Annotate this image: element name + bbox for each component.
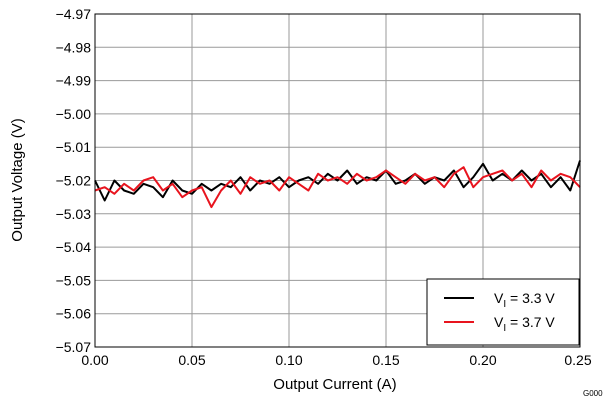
y-tick-labels: −4.97 −4.98 −4.99 −5.00 −5.01 −5.02 −5.03 −5.04… (56, 6, 92, 355)
y-tick-label: −4.98 (56, 39, 92, 55)
x-tick-label: 0.15 (372, 352, 399, 368)
y-tick-label: −5.01 (56, 139, 92, 155)
legend-label-series-1: VI = 3.3 V (494, 290, 555, 310)
y-tick-label: −4.99 (56, 73, 92, 89)
y-tick-label: −5.07 (56, 339, 92, 355)
series-line-2 (94, 166, 581, 209)
y-tick-label: −5.04 (56, 239, 92, 255)
y-tick-label: −4.97 (56, 6, 92, 22)
x-tick-label: 0.00 (81, 352, 108, 368)
x-tick-label: 0.10 (275, 352, 302, 368)
x-tick-label: 0.25 (564, 352, 591, 368)
x-tick-labels: 0.00 0.05 0.10 0.15 0.20 0.25 (81, 352, 591, 368)
x-axis-label: Output Current (A) (273, 376, 396, 393)
y-tick-label: −5.06 (56, 306, 92, 322)
figure-code: G000 (583, 389, 603, 398)
series-layer (94, 160, 581, 209)
series-line-1 (94, 160, 581, 202)
y-tick-label: −5.02 (56, 173, 92, 189)
x-tick-label: 0.05 (178, 352, 205, 368)
y-tick-label: −5.03 (56, 206, 92, 222)
plot-frame (94, 13, 581, 348)
y-tick-label: −5.00 (56, 106, 92, 122)
x-tick-label: 0.20 (469, 352, 496, 368)
y-axis-label: Output Voltage (V) (9, 118, 26, 241)
legend: VI = 3.3 V VI = 3.7 V (426, 278, 580, 346)
legend-label-series-2: VI = 3.7 V (494, 314, 555, 334)
y-tick-label: −5.05 (56, 272, 92, 288)
legend-box (426, 278, 580, 346)
